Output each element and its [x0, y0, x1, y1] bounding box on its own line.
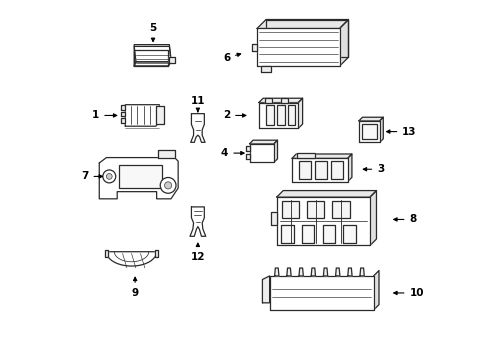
- Polygon shape: [269, 276, 373, 310]
- Polygon shape: [301, 225, 314, 243]
- Polygon shape: [245, 146, 249, 151]
- Text: 2: 2: [223, 111, 245, 121]
- Polygon shape: [291, 158, 347, 181]
- Polygon shape: [260, 66, 271, 72]
- Text: 13: 13: [386, 127, 416, 136]
- Polygon shape: [298, 268, 303, 276]
- Polygon shape: [273, 140, 277, 162]
- Polygon shape: [343, 225, 355, 243]
- Polygon shape: [265, 19, 348, 57]
- Polygon shape: [156, 107, 163, 125]
- Text: 6: 6: [223, 53, 240, 63]
- Text: 1: 1: [92, 111, 117, 121]
- Polygon shape: [280, 98, 287, 103]
- Polygon shape: [249, 140, 277, 144]
- Polygon shape: [121, 112, 125, 116]
- Polygon shape: [323, 268, 327, 276]
- Text: 4: 4: [221, 148, 244, 158]
- Polygon shape: [310, 268, 315, 276]
- Polygon shape: [121, 118, 125, 123]
- Polygon shape: [249, 144, 273, 162]
- Polygon shape: [125, 105, 159, 126]
- Polygon shape: [286, 268, 290, 276]
- Polygon shape: [258, 98, 302, 103]
- Polygon shape: [271, 212, 276, 225]
- Polygon shape: [190, 114, 204, 142]
- Bar: [287, 105, 295, 126]
- Polygon shape: [291, 154, 351, 158]
- Text: 5: 5: [149, 23, 156, 41]
- Polygon shape: [322, 225, 335, 243]
- Polygon shape: [155, 250, 158, 257]
- Polygon shape: [134, 45, 171, 66]
- Polygon shape: [262, 276, 269, 303]
- Polygon shape: [369, 190, 376, 246]
- Polygon shape: [257, 28, 339, 66]
- Polygon shape: [257, 19, 348, 28]
- Polygon shape: [373, 271, 378, 310]
- Bar: [331, 161, 342, 179]
- Text: 8: 8: [393, 215, 416, 224]
- Polygon shape: [121, 105, 125, 110]
- Circle shape: [102, 170, 116, 183]
- Text: 7: 7: [81, 171, 102, 181]
- Polygon shape: [358, 117, 383, 121]
- Polygon shape: [274, 268, 278, 276]
- Polygon shape: [134, 46, 171, 62]
- Text: 12: 12: [190, 243, 204, 262]
- Text: 9: 9: [131, 277, 139, 298]
- Polygon shape: [258, 103, 298, 129]
- Bar: [315, 161, 326, 179]
- Polygon shape: [298, 98, 302, 129]
- Bar: [306, 201, 324, 219]
- Bar: [282, 201, 299, 219]
- Circle shape: [160, 177, 176, 193]
- Bar: [332, 201, 349, 219]
- Text: 11: 11: [190, 96, 204, 112]
- Polygon shape: [134, 50, 168, 66]
- Polygon shape: [359, 268, 364, 276]
- Polygon shape: [339, 19, 348, 66]
- Bar: [361, 124, 376, 139]
- Circle shape: [164, 182, 171, 189]
- Polygon shape: [134, 62, 171, 66]
- Polygon shape: [347, 268, 351, 276]
- Polygon shape: [297, 153, 315, 158]
- Bar: [265, 105, 273, 126]
- Polygon shape: [358, 121, 379, 142]
- Text: 3: 3: [363, 164, 384, 174]
- Polygon shape: [379, 117, 383, 142]
- Polygon shape: [264, 98, 272, 103]
- Polygon shape: [169, 57, 174, 63]
- Polygon shape: [158, 150, 174, 158]
- Polygon shape: [335, 268, 339, 276]
- Polygon shape: [347, 154, 351, 181]
- Polygon shape: [190, 207, 205, 236]
- Polygon shape: [245, 154, 249, 159]
- Polygon shape: [106, 252, 156, 266]
- Text: 10: 10: [393, 288, 423, 298]
- Circle shape: [106, 174, 112, 179]
- Polygon shape: [281, 225, 293, 243]
- Polygon shape: [104, 250, 108, 257]
- Bar: [276, 105, 284, 126]
- Polygon shape: [251, 44, 257, 51]
- Bar: [299, 161, 310, 179]
- Polygon shape: [276, 197, 369, 246]
- Polygon shape: [276, 190, 376, 197]
- Polygon shape: [99, 158, 178, 199]
- Bar: [119, 165, 162, 188]
